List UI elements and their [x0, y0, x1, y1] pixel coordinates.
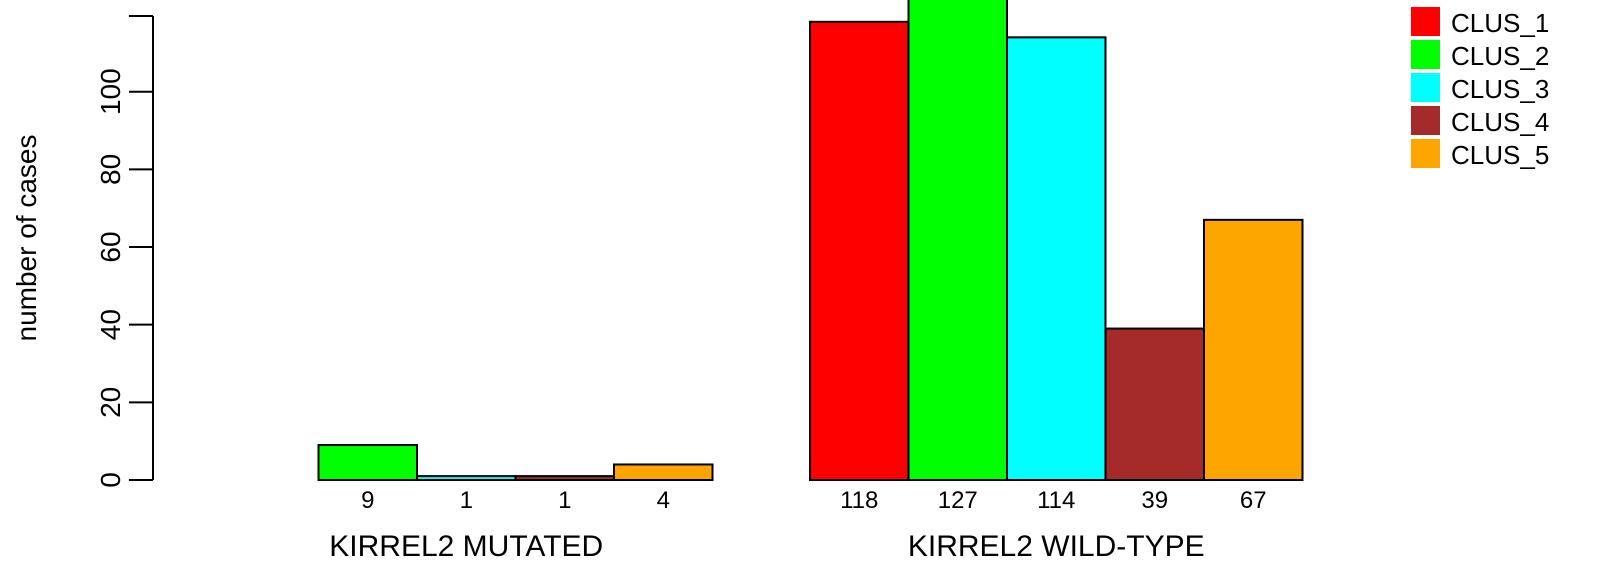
legend-swatch	[1411, 73, 1440, 102]
bar-value-label: 114	[1037, 487, 1075, 514]
bar-value-label: 1	[460, 487, 473, 514]
bar	[1203, 218, 1304, 482]
legend-swatch	[1411, 106, 1440, 135]
bar-value-label: 127	[938, 487, 978, 514]
y-tick-label: 0	[95, 472, 126, 488]
legend-swatch	[1411, 40, 1440, 69]
legend-label: CLUS_1	[1451, 8, 1549, 38]
bar-value-label: 118	[840, 487, 878, 514]
bar	[416, 475, 517, 482]
bar	[317, 444, 418, 482]
legend-label: CLUS_2	[1451, 41, 1549, 71]
bar	[514, 475, 615, 482]
bar-value-label: 67	[1240, 487, 1267, 514]
bar	[613, 463, 714, 481]
bar	[1006, 36, 1107, 481]
y-tick-label: 80	[95, 154, 126, 185]
bar	[1104, 327, 1205, 481]
y-tick-label: 20	[95, 387, 126, 418]
legend-label: CLUS_3	[1451, 74, 1549, 104]
y-tick-label: 40	[95, 309, 126, 340]
y-axis: 0 20 40 60 80 100	[95, 15, 154, 488]
y-axis-label: number of cases	[11, 135, 42, 342]
y-tick-label: 100	[95, 68, 126, 115]
bar-value-labels: 9 1 1 4 118 127 114 39 67	[361, 487, 1267, 514]
legend-swatch	[1411, 139, 1440, 168]
bar-value-label: 9	[361, 487, 374, 514]
y-tick-label: 60	[95, 231, 126, 262]
bar	[907, 0, 1008, 481]
group-label: KIRREL2 MUTATED	[329, 530, 603, 563]
legend-swatch	[1411, 7, 1440, 36]
legend-label: CLUS_4	[1451, 107, 1549, 137]
bar-value-label: 39	[1141, 487, 1168, 514]
group-labels: KIRREL2 MUTATED KIRREL2 WILD-TYPE	[329, 530, 1204, 563]
legend-label: CLUS_5	[1451, 140, 1549, 170]
bar	[809, 20, 910, 481]
bar-value-label: 4	[657, 487, 670, 514]
bars	[317, 0, 1304, 482]
group-label: KIRREL2 WILD-TYPE	[908, 530, 1205, 563]
bar-value-label: 1	[558, 487, 571, 514]
